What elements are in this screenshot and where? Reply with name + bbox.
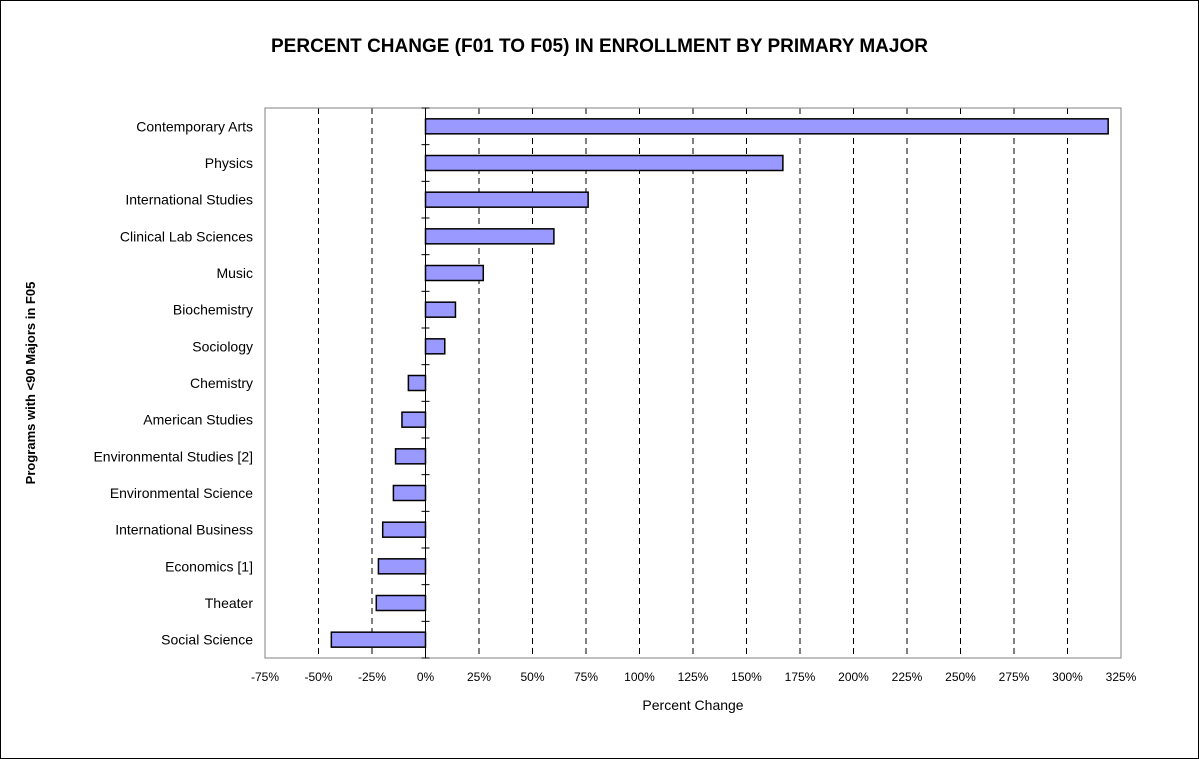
bar	[407, 374, 427, 392]
x-tick-label: 300%	[1052, 670, 1083, 684]
bar	[424, 338, 446, 355]
category-label: International Business	[115, 522, 253, 538]
x-tick-label: 0%	[417, 670, 435, 684]
category-label: Music	[216, 265, 253, 281]
x-tick-label: 75%	[574, 670, 598, 684]
x-tick-label: 200%	[838, 670, 869, 684]
bar	[424, 191, 589, 208]
bar	[424, 301, 457, 318]
bar	[394, 448, 427, 465]
x-tick-label: 150%	[731, 670, 762, 684]
category-labels: Contemporary Arts Physics International St…	[93, 118, 253, 647]
x-tick-label: 25%	[467, 670, 491, 684]
category-label: American Studies	[143, 412, 253, 428]
category-label: Chemistry	[190, 375, 253, 391]
category-label: Environmental Studies [2]	[93, 448, 253, 464]
x-tick-label: 175%	[785, 670, 816, 684]
category-label: Sociology	[192, 338, 253, 354]
x-tick-label: -75%	[251, 670, 279, 684]
category-label: Environmental Science	[110, 485, 253, 501]
chart-title: PERCENT CHANGE (F01 TO F05) IN ENROLLMEN…	[271, 36, 928, 57]
x-tick-label: -25%	[358, 670, 386, 684]
bar	[330, 631, 427, 648]
x-axis-title: Percent Change	[642, 697, 743, 713]
x-tick-label: 100%	[624, 670, 655, 684]
x-tick-label: 250%	[945, 670, 976, 684]
category-label: Social Science	[161, 632, 253, 648]
category-label: Theater	[205, 595, 254, 611]
x-tick-labels: -75% -50% -25% 0% 25% 50% 75% 100% 125% 150% 175% 2…	[251, 670, 1137, 684]
category-label: Clinical Lab Sciences	[120, 228, 253, 244]
bars	[330, 118, 1109, 648]
category-label: Biochemistry	[173, 302, 253, 318]
plot-area	[264, 107, 1122, 659]
category-label: Contemporary Arts	[136, 118, 253, 134]
x-tick-label: 225%	[892, 670, 923, 684]
x-tick-label: 125%	[678, 670, 709, 684]
x-tick-label: 325%	[1106, 670, 1137, 684]
bar	[424, 264, 485, 282]
bar	[424, 118, 1109, 135]
bar	[424, 228, 555, 245]
category-label: International Studies	[125, 192, 253, 208]
bar	[375, 594, 427, 612]
bar	[424, 154, 784, 172]
bar	[377, 558, 427, 575]
bar	[381, 521, 427, 538]
category-label: Economics [1]	[165, 558, 253, 574]
bar	[401, 411, 427, 428]
category-label: Physics	[205, 155, 253, 171]
x-tick-label: 275%	[999, 670, 1030, 684]
bar	[392, 484, 427, 502]
x-tick-label: 50%	[520, 670, 544, 684]
x-tick-label: -50%	[304, 670, 332, 684]
zero-axis	[421, 107, 430, 659]
grid-lines	[318, 108, 1068, 658]
y-axis-title: Programs with <90 Majors in F05	[23, 282, 38, 485]
